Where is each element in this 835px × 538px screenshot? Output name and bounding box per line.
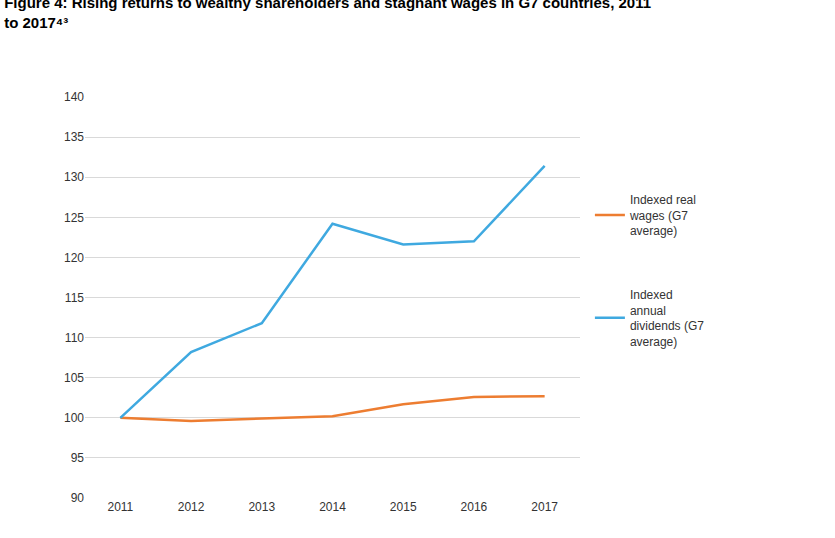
svg-text:2015: 2015 — [390, 500, 417, 514]
svg-text:140: 140 — [64, 90, 84, 104]
svg-text:125: 125 — [64, 211, 84, 225]
svg-text:100: 100 — [64, 411, 84, 425]
svg-text:2011: 2011 — [107, 500, 133, 514]
svg-text:2016: 2016 — [461, 500, 488, 514]
svg-text:95: 95 — [71, 451, 85, 465]
svg-text:Indexed realwages (G7average): Indexed realwages (G7average) — [629, 193, 696, 238]
svg-text:2014: 2014 — [319, 500, 346, 514]
svg-text:2017: 2017 — [531, 500, 558, 514]
svg-text:105: 105 — [64, 371, 84, 385]
svg-text:110: 110 — [65, 331, 84, 345]
svg-text:115: 115 — [65, 291, 84, 305]
svg-text:120: 120 — [64, 251, 84, 265]
svg-text:135: 135 — [64, 130, 84, 144]
svg-text:130: 130 — [64, 170, 84, 184]
svg-text:2012: 2012 — [178, 500, 205, 514]
svg-text:2013: 2013 — [248, 500, 275, 514]
svg-text:90: 90 — [71, 491, 85, 505]
svg-text:Indexedannualdividends (G7aver: Indexedannualdividends (G7average) — [630, 288, 704, 349]
svg-text:Figure 4: Rising returns to we: Figure 4: Rising returns to wealthy shar… — [4, 0, 651, 31]
